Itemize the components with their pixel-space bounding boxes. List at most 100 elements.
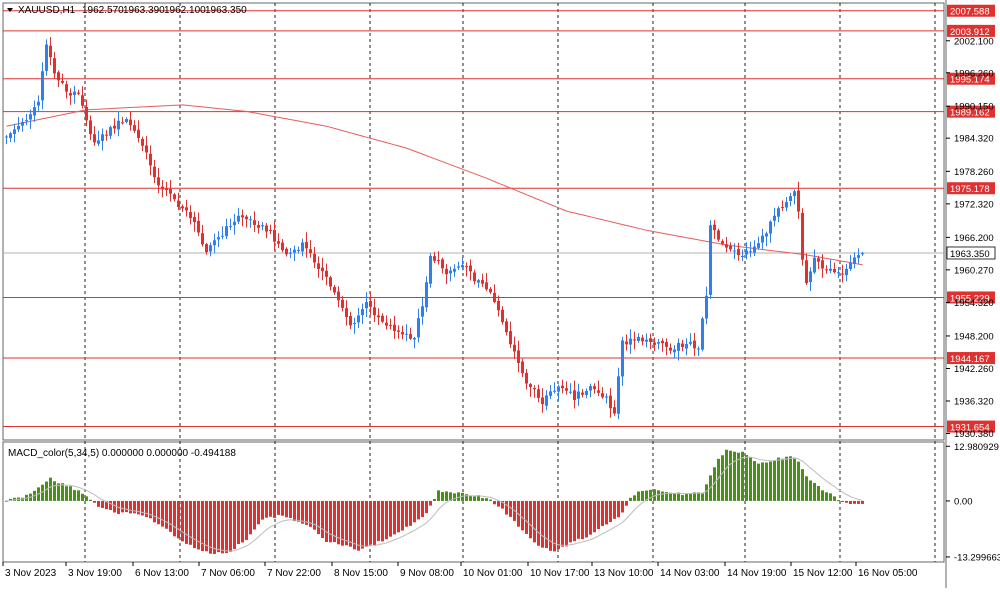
candle — [129, 119, 132, 126]
macd-bar — [281, 500, 284, 516]
candle — [721, 241, 724, 244]
candle — [845, 268, 848, 276]
candle — [157, 177, 160, 186]
macd-signal-line — [6, 456, 863, 552]
candle — [385, 322, 388, 326]
macd-bar — [317, 500, 320, 535]
macd-bar — [257, 500, 260, 525]
macd-bar — [177, 500, 180, 539]
macd-bar — [837, 500, 840, 502]
candle — [789, 196, 792, 201]
candle — [305, 241, 308, 249]
candle — [841, 273, 844, 275]
macd-pane-frame — [2, 441, 945, 563]
candle — [653, 342, 656, 345]
candle — [13, 129, 16, 134]
candle — [785, 202, 788, 208]
candle — [749, 251, 752, 253]
candle — [589, 386, 592, 391]
candle — [837, 272, 840, 274]
macd-bar — [593, 500, 596, 533]
macd-bar — [533, 500, 536, 543]
candle — [441, 259, 444, 269]
macd-bar — [797, 461, 800, 501]
candle — [93, 134, 96, 143]
candle — [57, 72, 60, 81]
macd-bar — [409, 500, 412, 526]
candle — [369, 300, 372, 307]
x-tick-label: 14 Nov 03:00 — [660, 568, 720, 579]
candle — [857, 255, 860, 258]
chart-header: XAUUSD,H1 1962.570 1963.390 1962.100 196… — [7, 5, 247, 16]
macd-bar — [465, 494, 468, 501]
y-tick-label: 1996.260 — [954, 68, 994, 79]
macd-bar — [125, 500, 128, 513]
y-tick-label: 1960.270 — [954, 265, 994, 276]
candle — [701, 318, 704, 350]
candle — [605, 396, 608, 398]
candle — [77, 92, 80, 94]
candle — [493, 292, 496, 302]
macd-bar — [653, 489, 656, 501]
macd-bar — [429, 500, 432, 506]
macd-bar — [261, 500, 264, 520]
macd-bar — [229, 500, 232, 552]
candle — [153, 166, 156, 178]
macd-bar — [345, 500, 348, 546]
candle — [505, 321, 508, 333]
candle — [25, 120, 28, 122]
macd-bar — [45, 481, 48, 501]
macd-bar — [53, 481, 56, 501]
level-tag — [947, 182, 995, 195]
macd-bar — [577, 500, 580, 539]
macd-bar — [137, 500, 140, 515]
candle — [329, 277, 332, 287]
macd-bar — [269, 500, 272, 517]
macd-bar — [113, 500, 116, 513]
candle — [577, 391, 580, 399]
candle — [113, 125, 116, 129]
x-tick-label: 13 Nov 10:00 — [594, 568, 654, 579]
macd-axis: 12.980929 0.00 -13.299663 — [946, 442, 1000, 563]
macd-histogram — [5, 449, 864, 554]
macd-bar — [241, 500, 244, 543]
macd-bar — [233, 500, 236, 549]
candle — [793, 191, 796, 197]
macd-bar — [85, 496, 88, 501]
macd-bar — [353, 500, 356, 550]
macd-bar — [369, 500, 372, 545]
candle — [689, 341, 692, 344]
macd-bar — [61, 483, 64, 501]
macd-bar — [253, 500, 256, 530]
macd-bar — [449, 492, 452, 501]
macd-bar — [497, 500, 500, 507]
macd-bar — [361, 500, 364, 549]
macd-bar — [657, 490, 660, 501]
symbol-label: XAUUSD,H1 — [18, 5, 76, 16]
macd-bar — [297, 500, 300, 522]
candle — [629, 338, 632, 345]
candle — [685, 344, 688, 349]
ohlc-open: 1962.570 — [82, 5, 124, 16]
macd-bar — [89, 499, 92, 501]
candle — [461, 265, 464, 268]
candle — [29, 114, 32, 120]
level-tag — [947, 420, 995, 433]
y-tick-label: 1978.260 — [954, 167, 994, 178]
candle — [177, 200, 180, 208]
candle — [853, 257, 856, 264]
candle — [429, 255, 432, 284]
chevron-down-icon[interactable] — [7, 8, 13, 12]
level-tag — [947, 24, 995, 37]
candle — [645, 339, 648, 342]
candle — [389, 324, 392, 326]
macd-bar — [173, 500, 176, 537]
macd-bar — [153, 500, 156, 523]
candle — [581, 392, 584, 395]
candle — [549, 391, 552, 396]
time-axis: 3 Nov 2023 3 Nov 19:00 6 Nov 13:00 7 Nov 06… — [2, 562, 918, 579]
candle — [33, 107, 36, 116]
candle — [757, 243, 760, 248]
